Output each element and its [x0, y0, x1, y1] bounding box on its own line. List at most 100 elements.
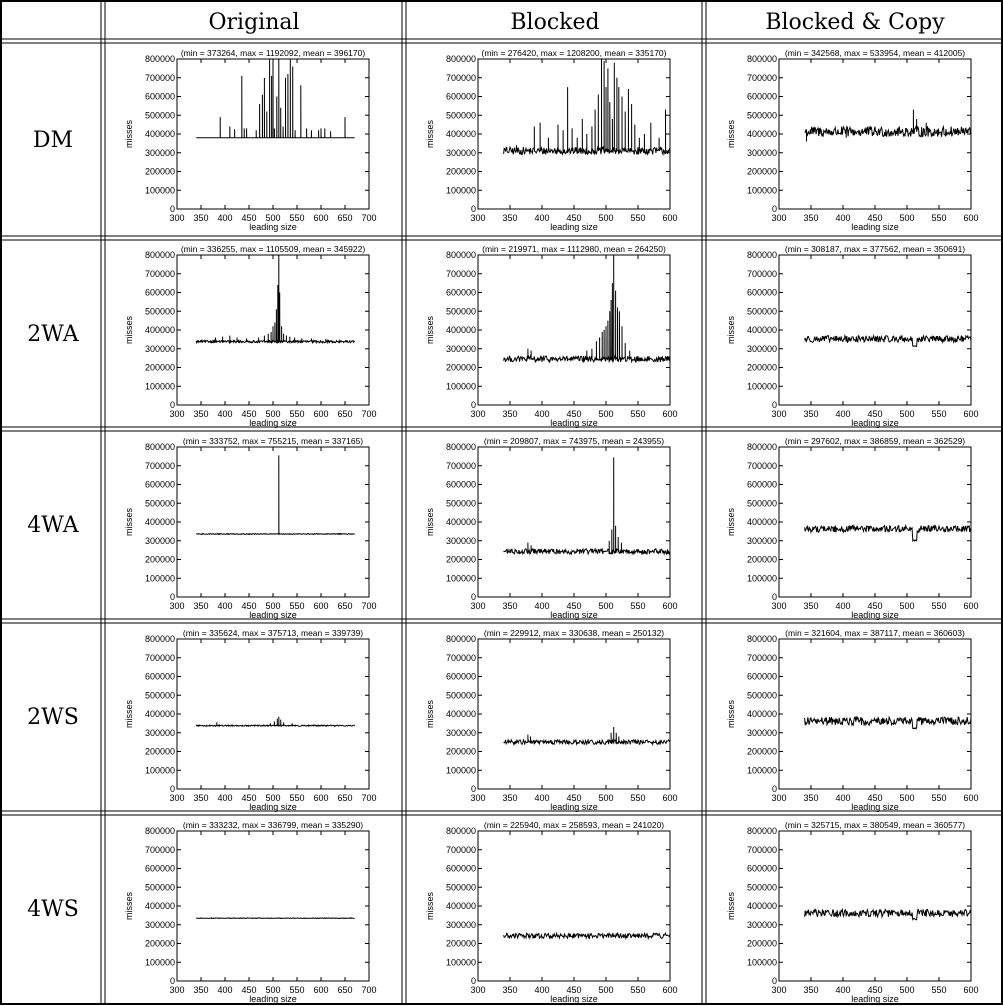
series-line: [804, 333, 972, 348]
plot-title: (min = 308187, max = 377562, mean = 3506…: [785, 244, 965, 254]
plot-title: (min = 333232, max = 336799, mean = 3352…: [183, 820, 363, 830]
x-tick-label: 600: [662, 601, 677, 611]
y-axis-label: misses: [726, 316, 736, 345]
series-line: [195, 716, 356, 728]
y-tick-label: 800000: [446, 54, 476, 64]
series-line: [196, 58, 355, 139]
y-tick-label: 400000: [747, 901, 777, 911]
x-tick-label: 550: [931, 409, 946, 419]
y-tick-label: 400000: [747, 325, 777, 335]
x-tick-label: 450: [241, 793, 256, 803]
x-tick-label: 450: [867, 793, 882, 803]
plot-4ws-original: (min = 333232, max = 336799, mean = 3352…: [124, 820, 377, 1004]
x-tick-label: 400: [835, 985, 850, 995]
y-tick-label: 500000: [747, 498, 777, 508]
y-tick-label: 600000: [747, 864, 777, 874]
plot-title: (min = 219971, max = 1112980, mean = 264…: [482, 244, 666, 254]
y-tick-label: 0: [170, 400, 175, 410]
y-tick-label: 100000: [747, 185, 777, 195]
y-tick-label: 700000: [145, 461, 175, 471]
y-tick-label: 0: [772, 400, 777, 410]
x-tick-label: 500: [899, 985, 914, 995]
x-tick-label: 500: [899, 409, 914, 419]
y-tick-label: 100000: [145, 765, 175, 775]
y-tick-label: 100000: [747, 957, 777, 967]
y-tick-label: 300000: [145, 148, 175, 158]
x-tick-label: 600: [662, 793, 677, 803]
column-header-blocked-copy: Blocked & Copy: [765, 10, 945, 35]
x-tick-label: 700: [361, 793, 376, 803]
x-tick-label: 350: [502, 985, 517, 995]
plot-frame: [477, 638, 671, 790]
plot-title: (min = 276420, max = 1208200, mean = 335…: [481, 48, 666, 58]
x-tick-label: 450: [867, 409, 882, 419]
plot-frame: [176, 446, 370, 598]
plot-4wa-original: (min = 333752, max = 755215, mean = 3371…: [124, 436, 377, 620]
x-tick-label: 650: [337, 601, 352, 611]
y-tick-label: 800000: [747, 250, 777, 260]
y-tick-label: 200000: [446, 747, 476, 757]
x-tick-label: 400: [835, 601, 850, 611]
x-tick-label: 300: [771, 409, 786, 419]
x-axis-label: leading size: [851, 802, 899, 812]
x-tick-label: 700: [361, 985, 376, 995]
y-tick-label: 700000: [446, 653, 476, 663]
y-tick-label: 0: [471, 400, 476, 410]
y-tick-label: 300000: [747, 728, 777, 738]
x-tick-label: 350: [803, 985, 818, 995]
y-tick-label: 100000: [145, 573, 175, 583]
plot-2wa-blocked: (min = 219971, max = 1112980, mean = 264…: [425, 244, 678, 428]
y-tick-label: 300000: [145, 536, 175, 546]
series-line: [195, 254, 355, 345]
y-tick-label: 300000: [446, 536, 476, 546]
y-tick-label: 400000: [747, 517, 777, 527]
y-tick-label: 600000: [145, 480, 175, 490]
y-tick-label: 0: [170, 204, 175, 214]
plot-4wa-blocked: (min = 209807, max = 743975, mean = 2439…: [425, 436, 678, 620]
x-tick-label: 700: [361, 409, 376, 419]
y-tick-label: 400000: [446, 325, 476, 335]
x-tick-label: 400: [835, 213, 850, 223]
y-tick-label: 200000: [747, 939, 777, 949]
series-line: [804, 907, 972, 921]
series-line: [503, 58, 671, 157]
x-tick-label: 350: [502, 409, 517, 419]
plot-frame: [477, 830, 671, 982]
y-tick-label: 0: [772, 204, 777, 214]
x-tick-label: 600: [963, 601, 978, 611]
x-tick-label: 500: [598, 985, 613, 995]
plot-title: (min = 335624, max = 375713, mean = 3397…: [183, 628, 363, 638]
x-tick-label: 450: [241, 213, 256, 223]
y-tick-label: 100000: [145, 381, 175, 391]
y-tick-label: 100000: [747, 765, 777, 775]
plot-2ws-blocked-copy: (min = 321604, max = 387117, mean = 3606…: [726, 628, 979, 812]
y-tick-label: 600000: [446, 288, 476, 298]
y-tick-label: 300000: [446, 728, 476, 738]
plot-title: (min = 225940, max = 258593, mean = 2410…: [484, 820, 664, 830]
x-tick-label: 350: [193, 409, 208, 419]
y-tick-label: 200000: [747, 363, 777, 373]
x-tick-label: 450: [241, 985, 256, 995]
x-tick-label: 450: [566, 409, 581, 419]
y-tick-label: 0: [471, 784, 476, 794]
x-tick-label: 450: [867, 985, 882, 995]
x-tick-label: 350: [193, 213, 208, 223]
y-tick-label: 700000: [446, 461, 476, 471]
x-tick-label: 550: [289, 793, 304, 803]
x-tick-label: 550: [289, 985, 304, 995]
x-tick-label: 550: [931, 985, 946, 995]
y-tick-label: 300000: [145, 344, 175, 354]
y-tick-label: 400000: [747, 129, 777, 139]
x-tick-label: 550: [630, 601, 645, 611]
x-tick-label: 400: [217, 601, 232, 611]
x-tick-label: 600: [313, 601, 328, 611]
y-tick-label: 800000: [747, 826, 777, 836]
x-tick-label: 400: [835, 409, 850, 419]
y-tick-label: 400000: [145, 325, 175, 335]
x-axis-label: leading size: [550, 222, 598, 232]
y-tick-label: 700000: [145, 73, 175, 83]
x-tick-label: 500: [265, 213, 280, 223]
x-tick-label: 350: [803, 213, 818, 223]
y-axis-label: misses: [124, 508, 134, 537]
